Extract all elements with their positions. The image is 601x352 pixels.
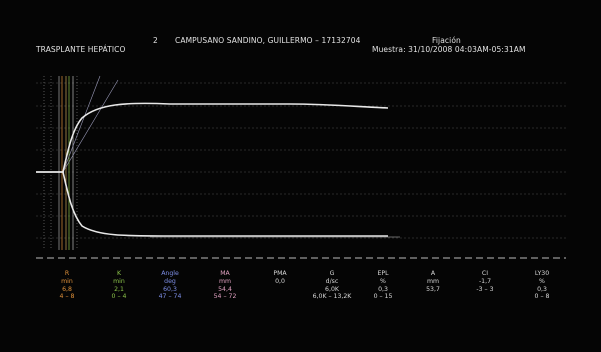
param-pma: PMA 0,0: [256, 270, 304, 286]
param-a-name: A: [430, 270, 436, 277]
param-a-unit: mm: [426, 277, 440, 285]
param-epl-value: 0,3: [378, 285, 388, 293]
param-g-name: G: [329, 270, 335, 277]
param-epl-range: 0 – 15: [373, 293, 393, 301]
param-ci-value: -1,7: [478, 277, 492, 285]
param-k: K min 2,1 0 – 4: [95, 270, 143, 301]
patient-id: 2: [153, 36, 158, 45]
angle-lines: [62, 75, 119, 173]
param-ci-range: -3 – 3: [476, 285, 494, 293]
param-ci-name: CI: [481, 270, 489, 277]
param-ci: CI -1,7 -3 – 3: [461, 270, 509, 293]
param-angle-unit: deg: [164, 277, 176, 285]
param-pma-name: PMA: [273, 270, 287, 277]
param-ly30-range: 0 – 8: [534, 293, 550, 301]
param-g-range: 6,0K – 13,2K: [312, 293, 352, 301]
param-k-name: K: [116, 270, 122, 277]
param-g-value: 6,0K: [325, 285, 339, 293]
param-angle-value: 60,3: [163, 285, 177, 293]
param-a: A mm 53,7: [409, 270, 457, 293]
param-r-range: 4 – 8: [59, 293, 75, 301]
status-label: Fijación: [432, 36, 461, 45]
param-k-unit: min: [113, 277, 125, 285]
param-k-value: 2,1: [114, 285, 124, 293]
param-ly30: LY30 % 0,3 0 – 8: [518, 270, 566, 301]
param-g: G d/sc 6,0K 6,0K – 13,2K: [302, 270, 362, 301]
param-angle-range: 47 – 74: [158, 293, 182, 301]
param-k-range: 0 – 4: [111, 293, 127, 301]
param-r: R min 6,8 4 – 8: [43, 270, 91, 301]
grid-lines: [36, 82, 566, 239]
param-ma-range: 54 – 72: [213, 293, 237, 301]
param-ly30-value: 0,3: [537, 285, 547, 293]
param-angle-name: Angle: [161, 270, 179, 277]
param-angle: Angle deg 60,3 47 – 74: [146, 270, 194, 301]
marker-lines: [43, 76, 78, 250]
param-epl-name: EPL: [377, 270, 389, 277]
param-ma: MA mm 54,4 54 – 72: [201, 270, 249, 301]
param-a-value: 53,7: [426, 285, 440, 293]
tracing-envelope: [36, 102, 389, 237]
param-ly30-unit: %: [539, 277, 545, 285]
param-epl-unit: %: [380, 277, 386, 285]
procedure-label: TRASPLANTE HEPÁTICO: [36, 45, 126, 54]
param-pma-value: 0,0: [275, 277, 285, 285]
param-r-unit: min: [61, 277, 73, 285]
param-r-value: 6,8: [62, 285, 72, 293]
sample-time: Muestra: 31/10/2008 04:03AM-05:31AM: [372, 45, 526, 54]
param-epl: EPL % 0,3 0 – 15: [359, 270, 407, 301]
param-ma-name: MA: [220, 270, 230, 277]
param-r-name: R: [64, 270, 70, 277]
patient-name: CAMPUSANO SANDINO, GUILLERMO – 17132704: [175, 36, 361, 45]
param-ma-unit: mm: [218, 277, 232, 285]
param-ma-value: 54,4: [218, 285, 232, 293]
param-ly30-name: LY30: [534, 270, 550, 277]
param-g-unit: d/sc: [325, 277, 339, 285]
